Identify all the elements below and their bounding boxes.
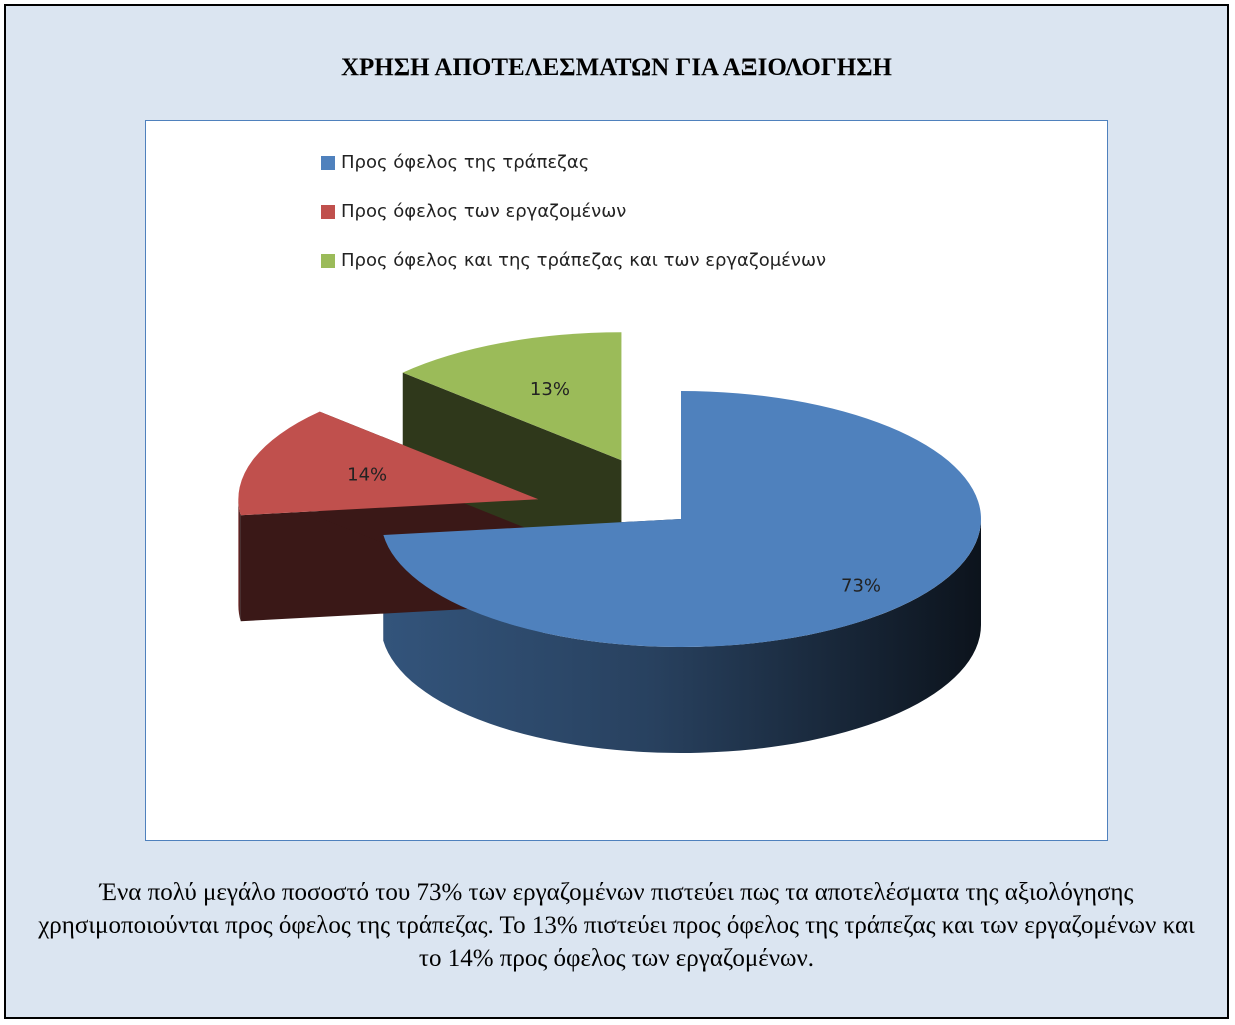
page-frame: ΧΡΗΣΗ ΑΠΟΤΕΛΕΣΜΑΤΩΝ ΓΙΑ ΑΞΙΟΛΟΓΗΣΗ Προς … [4,4,1229,1019]
chart-title: ΧΡΗΣΗ ΑΠΟΤΕΛΕΣΜΑΤΩΝ ΓΙΑ ΑΞΙΟΛΟΓΗΣΗ [340,54,892,81]
slice [383,391,981,647]
legend-swatch [321,156,335,170]
slice-side [402,372,622,567]
legend-swatch [321,254,335,268]
legend-swatch [321,205,335,219]
slice-wall [238,499,241,622]
data-label: 14% [347,464,387,485]
slice [402,332,622,461]
legend-label: Προς όφελος και της τράπεζας και των εργ… [341,250,826,271]
slice [238,411,539,516]
caption: Ένα πολύ μεγάλο ποσοστό του 73% των εργα… [38,879,1195,972]
legend-label: Προς όφελος των εργαζομένων [341,201,626,222]
legend-label: Προς όφελος της τράπεζας [341,152,589,173]
slice-wall [383,519,981,753]
data-label: 13% [530,379,570,400]
chart: Προς όφελος της τράπεζας Προς όφελος των … [145,120,1108,841]
data-label: 73% [841,576,881,597]
